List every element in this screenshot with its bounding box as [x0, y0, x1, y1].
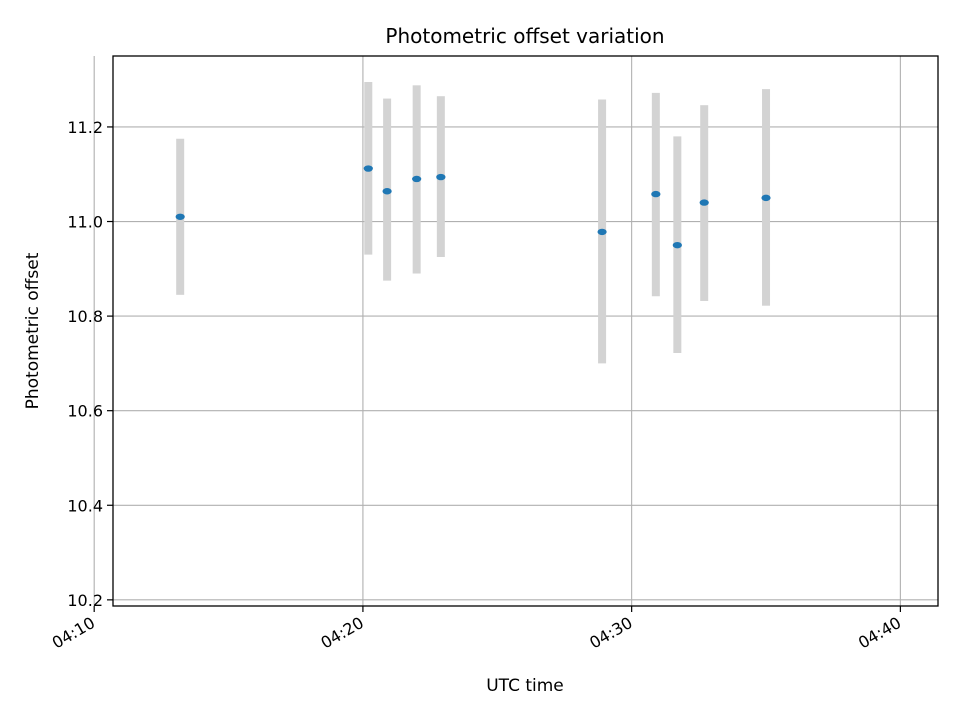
data-point [436, 173, 446, 181]
y-tick-label: 10.4 [67, 496, 103, 515]
y-tick-label: 10.6 [67, 402, 103, 421]
data-point [382, 188, 392, 195]
data-point [672, 241, 682, 249]
data-point [597, 228, 607, 236]
data-point [412, 175, 422, 183]
data-point [363, 165, 373, 172]
y-tick-label: 10.8 [67, 307, 103, 326]
data-point [699, 199, 709, 206]
y-tick-label: 10.2 [67, 591, 103, 610]
chart-title: Photometric offset variation [385, 24, 664, 48]
data-points [175, 165, 771, 249]
y-axis-label: Photometric offset [23, 252, 43, 409]
y-tick-label: 11.0 [67, 213, 103, 232]
data-point [761, 194, 771, 202]
data-point [651, 190, 661, 198]
data-point [175, 213, 185, 220]
plot-frame [112, 55, 939, 607]
grid [93, 56, 938, 606]
x-axis-label: UTC time [486, 676, 564, 696]
y-tick-label: 11.2 [67, 118, 103, 137]
